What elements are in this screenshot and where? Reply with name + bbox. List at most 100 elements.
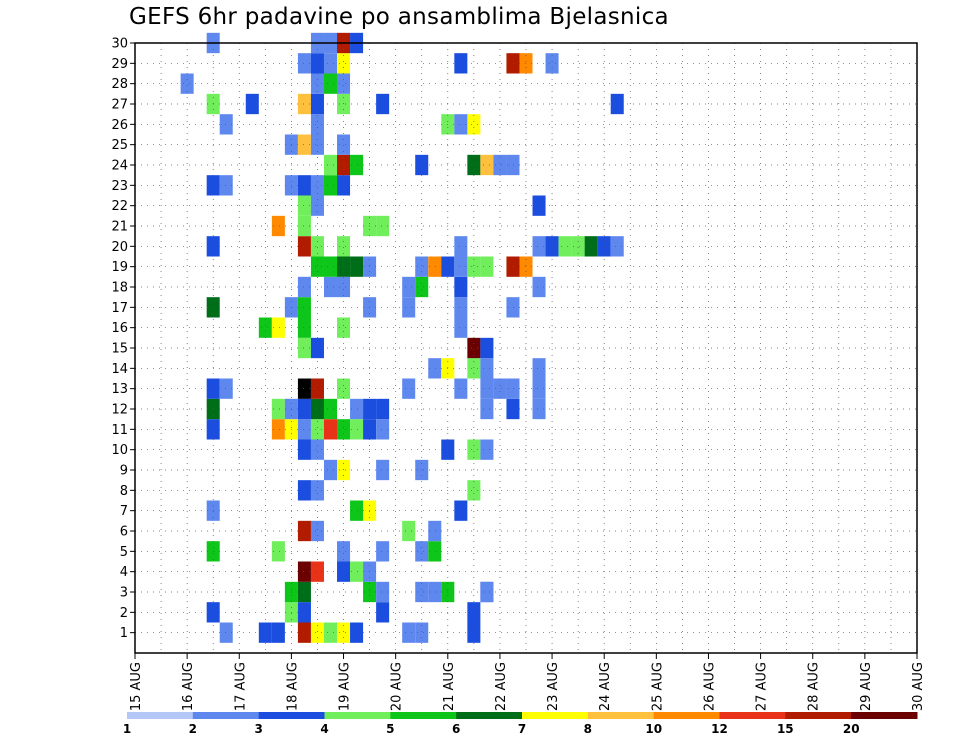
x-tick-label: 17 AUG: [233, 662, 248, 711]
legend-swatch: [851, 712, 918, 719]
heatmap-cell: [454, 317, 468, 338]
heatmap-cell: [402, 622, 416, 643]
heatmap-cell: [610, 93, 624, 115]
heatmap-cell: [310, 256, 324, 277]
heatmap-cell: [271, 317, 285, 338]
y-tick-label: 25: [111, 138, 128, 153]
heatmap-cell: [415, 154, 429, 176]
heatmap-cell: [337, 154, 351, 176]
heatmap-cell: [323, 154, 338, 176]
heatmap-cell: [310, 175, 324, 196]
heatmap-cell: [480, 337, 494, 359]
legend-label: 3: [255, 722, 263, 736]
chart-title: GEFS 6hr padavine po ansamblima Bjelasni…: [129, 4, 669, 30]
heatmap-cell: [219, 175, 233, 196]
heatmap-cell: [310, 114, 324, 135]
y-tick-label: 11: [111, 423, 128, 438]
y-tick-label: 30: [111, 37, 128, 52]
legend-swatch: [522, 712, 589, 719]
heatmap-cell: [245, 93, 259, 115]
y-tick-label: 29: [111, 57, 128, 72]
x-tick-label: 22 AUG: [494, 662, 509, 711]
y-tick-label: 15: [111, 342, 128, 357]
legend-swatch: [456, 712, 523, 719]
y-tick-label: 12: [111, 403, 128, 418]
y-tick-label: 19: [111, 260, 128, 275]
heatmap-cell: [402, 276, 416, 298]
heatmap-cell: [337, 622, 351, 643]
y-axis-ticks: 1234567891011121314151617181920212223242…: [111, 37, 135, 641]
heatmap-cell: [337, 541, 351, 562]
heatmap-cell: [219, 378, 233, 399]
heatmap-cell: [454, 114, 468, 135]
heatmap-cell: [428, 256, 442, 277]
legend-label: 2: [189, 722, 197, 736]
heatmap-cell: [310, 134, 324, 155]
heatmap-cell: [480, 398, 494, 420]
heatmap-cell: [454, 297, 468, 318]
heatmap-cell: [506, 256, 520, 277]
legend-label: 12: [711, 722, 728, 736]
y-tick-label: 1: [120, 626, 128, 641]
heatmap-cell: [350, 154, 364, 176]
heatmap-cell: [415, 581, 429, 603]
heatmap-cell: [297, 134, 311, 155]
heatmap-cell: [506, 154, 520, 176]
legend-label: 15: [777, 722, 794, 736]
x-tick-label: 19 AUG: [338, 662, 353, 711]
legend-swatch: [719, 712, 786, 719]
heatmap-cell: [219, 622, 233, 643]
heatmap-cell: [297, 480, 311, 501]
y-tick-label: 21: [111, 220, 128, 235]
legend-label: 10: [645, 722, 662, 736]
heatmap-cell: [428, 581, 442, 603]
heatmap-cell: [402, 297, 416, 318]
y-tick-label: 14: [111, 362, 128, 377]
legend-label: 4: [320, 722, 328, 736]
y-tick-label: 20: [111, 240, 128, 255]
heatmap-cell: [297, 602, 311, 623]
x-axis-ticks: 15 AUG 16 AUG 17 AUG 18 AUG 19 AUG 20 AUG 21 A…: [129, 653, 926, 711]
heatmap-cell: [297, 276, 311, 298]
heatmap-cell: [297, 215, 311, 237]
heatmap-cell: [310, 378, 324, 399]
y-tick-label: 28: [111, 77, 128, 92]
heatmap-cell: [297, 378, 311, 399]
heatmap-cell: [297, 520, 311, 542]
legend-label: 6: [452, 722, 460, 736]
heatmap-cell: [310, 398, 324, 420]
heatmap-cell: [402, 378, 416, 399]
x-tick-label: 18 AUG: [285, 662, 300, 711]
legend-swatch: [587, 712, 655, 719]
heatmap-cell: [532, 195, 546, 216]
heatmap-cell: [297, 337, 311, 359]
heatmap-cell: [350, 622, 364, 643]
heatmap-cell: [297, 581, 311, 603]
heatmap-cell: [467, 622, 481, 643]
heatmap-cell: [297, 236, 311, 257]
y-tick-label: 26: [111, 118, 128, 133]
heatmap-cell: [310, 622, 324, 643]
x-tick-label: 20 AUG: [390, 662, 405, 711]
heatmap-cell: [415, 256, 429, 277]
heatmap-cell: [310, 73, 324, 94]
heatmap-cell: [376, 93, 390, 115]
heatmap-cell: [376, 398, 390, 420]
heatmap-cell: [415, 276, 429, 298]
heatmap-cell: [558, 236, 572, 257]
heatmap-cell: [323, 73, 338, 94]
heatmap-cell: [271, 215, 285, 237]
heatmap-cell: [493, 154, 507, 176]
y-tick-label: 23: [111, 179, 128, 194]
heatmap-cell: [337, 419, 351, 440]
color-legend: 1 2 3 4 5 6 7 8 10 12 15 20: [123, 712, 918, 736]
heatmap-cell: [350, 419, 364, 440]
heatmap-cell: [454, 378, 468, 399]
heatmap-cell: [493, 378, 507, 399]
heatmap-cell: [337, 236, 351, 257]
heatmap-cell: [337, 276, 351, 298]
x-tick-label: 23 AUG: [546, 662, 561, 711]
heatmap-cell: [297, 93, 311, 115]
heatmap-cell: [532, 236, 546, 257]
